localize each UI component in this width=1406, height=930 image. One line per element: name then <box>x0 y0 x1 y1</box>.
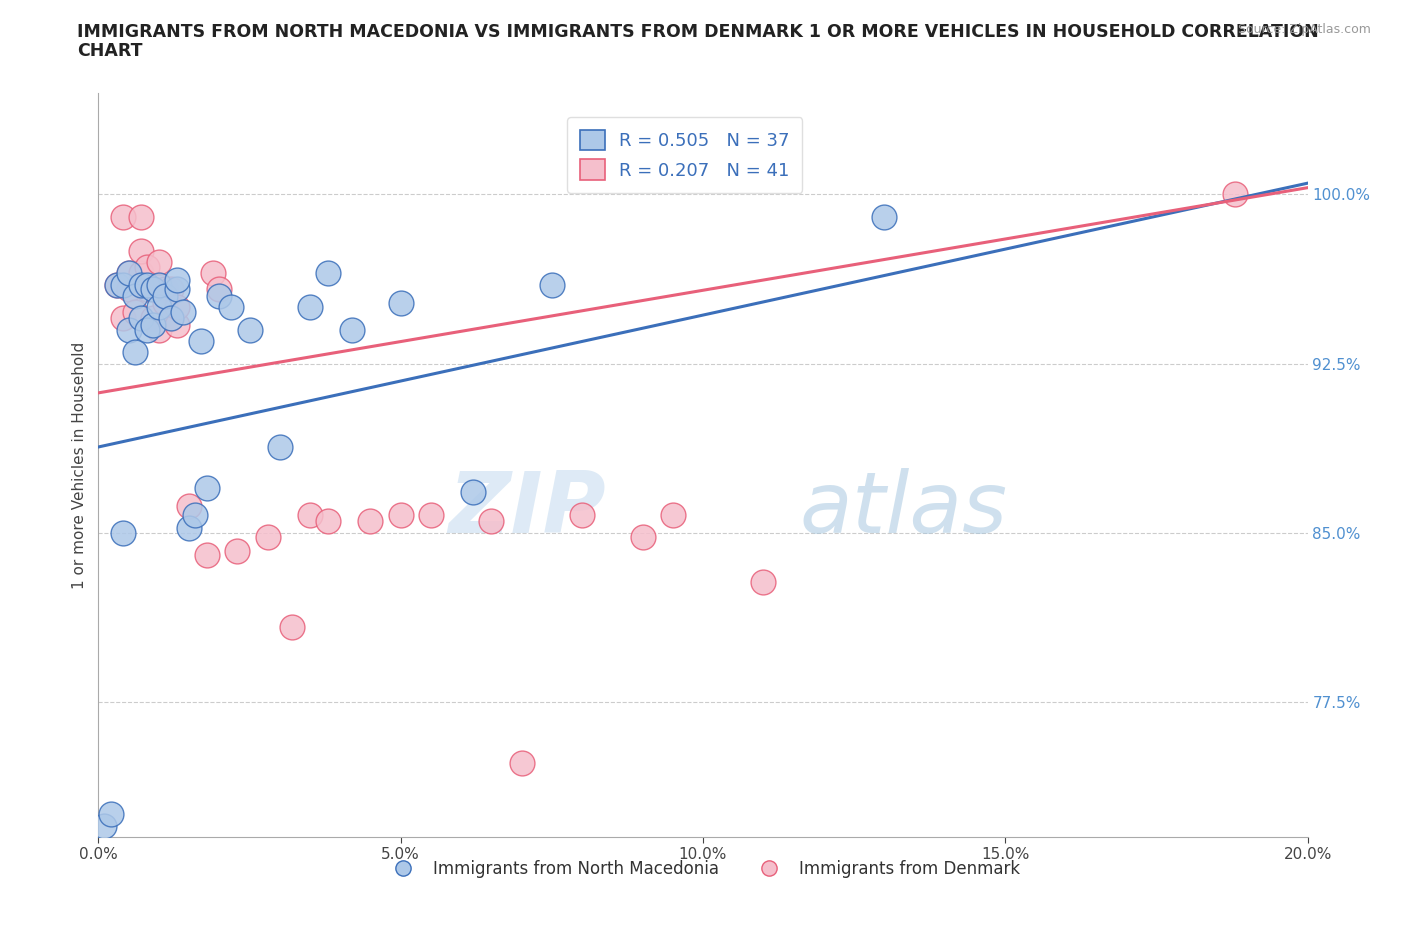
Point <box>540 277 562 292</box>
Point <box>148 299 170 314</box>
Point <box>166 299 188 314</box>
Point <box>226 543 249 558</box>
Point <box>124 345 146 360</box>
Point <box>299 507 322 522</box>
Text: CHART: CHART <box>77 42 143 60</box>
Point <box>389 507 412 522</box>
Point <box>111 311 134 325</box>
Point <box>142 318 165 333</box>
Point <box>105 277 128 292</box>
Point <box>481 514 503 529</box>
Point <box>129 244 152 259</box>
Point <box>389 295 412 310</box>
Point <box>179 521 201 536</box>
Point <box>129 311 152 325</box>
Point <box>135 259 157 274</box>
Point <box>111 209 134 224</box>
Point <box>100 807 122 822</box>
Point <box>166 282 188 297</box>
Point <box>221 299 243 314</box>
Point <box>142 282 165 297</box>
Y-axis label: 1 or more Vehicles in Household: 1 or more Vehicles in Household <box>72 341 87 589</box>
Point <box>93 818 115 833</box>
Point <box>148 277 170 292</box>
Point <box>1223 187 1246 202</box>
Point <box>160 282 183 297</box>
Point <box>166 318 188 333</box>
Point <box>142 282 165 297</box>
Point <box>124 288 146 303</box>
Point <box>166 272 188 287</box>
Point <box>135 277 157 292</box>
Text: Source: ZipAtlas.com: Source: ZipAtlas.com <box>1237 23 1371 36</box>
Text: IMMIGRANTS FROM NORTH MACEDONIA VS IMMIGRANTS FROM DENMARK 1 OR MORE VEHICLES IN: IMMIGRANTS FROM NORTH MACEDONIA VS IMMIG… <box>77 23 1319 41</box>
Point <box>631 530 654 545</box>
Text: atlas: atlas <box>800 468 1008 551</box>
Point <box>873 209 896 224</box>
Point <box>179 498 201 513</box>
Point <box>510 755 533 770</box>
Point <box>124 304 146 319</box>
Point <box>111 277 134 292</box>
Point <box>148 323 170 338</box>
Point <box>208 282 231 297</box>
Point <box>160 311 183 325</box>
Point <box>111 525 134 540</box>
Point <box>360 514 382 529</box>
Point <box>148 277 170 292</box>
Point <box>129 266 152 281</box>
Point <box>463 485 485 499</box>
Point <box>142 311 165 325</box>
Point <box>129 209 152 224</box>
Point <box>342 323 364 338</box>
Point <box>118 323 141 338</box>
Point <box>153 295 176 310</box>
Point <box>269 440 291 455</box>
Point <box>195 548 218 563</box>
Point <box>281 620 304 635</box>
Point <box>172 304 194 319</box>
Point <box>752 575 775 590</box>
Point <box>420 507 443 522</box>
Point <box>105 277 128 292</box>
Point <box>316 514 339 529</box>
Point <box>202 266 225 281</box>
Point <box>160 311 183 325</box>
Point <box>208 288 231 303</box>
Point <box>316 266 339 281</box>
Point <box>239 323 262 338</box>
Point <box>190 334 212 349</box>
Point <box>153 288 176 303</box>
Point <box>299 299 322 314</box>
Point <box>153 282 176 297</box>
Point <box>195 480 218 495</box>
Point <box>661 507 683 522</box>
Point <box>571 507 593 522</box>
Point <box>118 266 141 281</box>
Point <box>184 507 207 522</box>
Point <box>135 323 157 338</box>
Point <box>118 266 141 281</box>
Point <box>148 255 170 270</box>
Text: ZIP: ZIP <box>449 468 606 551</box>
Point <box>135 282 157 297</box>
Point <box>118 282 141 297</box>
Point <box>129 277 152 292</box>
Point <box>256 530 278 545</box>
Legend: Immigrants from North Macedonia, Immigrants from Denmark: Immigrants from North Macedonia, Immigra… <box>380 853 1026 884</box>
